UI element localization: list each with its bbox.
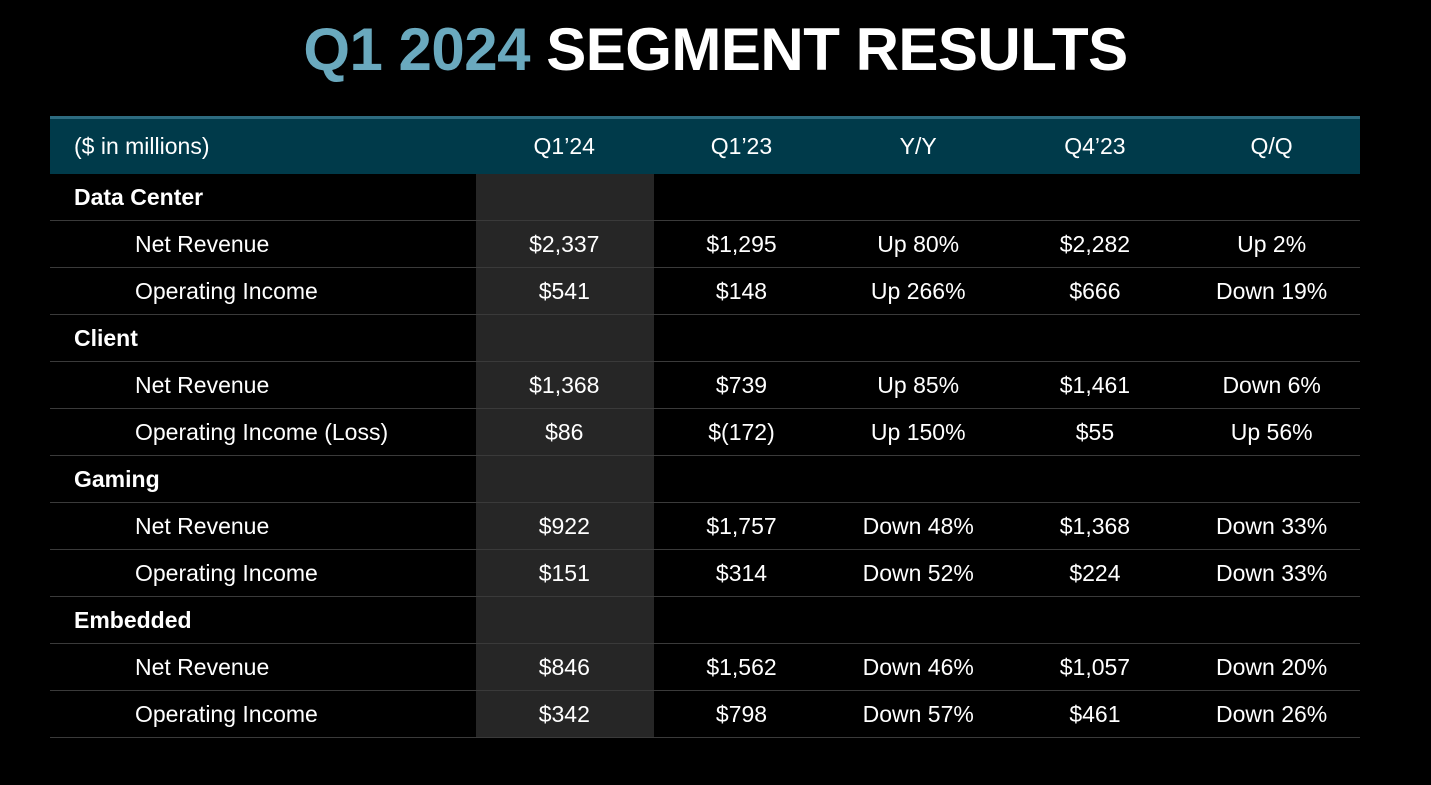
value-yy: Down 52% <box>862 559 974 586</box>
value-q1-23: $314 <box>715 559 768 586</box>
value-yy: Up 150% <box>870 418 966 445</box>
table-header-row: ($ in millions) Q1’24 Q1’23 Y/Y Q4’23 Q/… <box>50 116 1360 174</box>
metric-label: Net Revenue <box>135 371 270 398</box>
value-q1-23: $148 <box>715 277 768 304</box>
value-qq: Down 19% <box>1216 277 1328 304</box>
segment-name: Embedded <box>74 606 192 633</box>
value-q4-23: $2,282 <box>1059 230 1131 257</box>
value-q4-23: $1,368 <box>1059 512 1131 539</box>
metric-label: Operating Income <box>135 700 318 727</box>
value-q1-24: $342 <box>538 700 590 727</box>
segment-row-embedded: Embedded <box>50 597 1360 644</box>
page-title: Q1 2024 SEGMENT RESULTS <box>0 14 1431 86</box>
value-q1-23: $739 <box>715 371 768 398</box>
table-row: Operating Income $151 $314 Down 52% $224… <box>50 550 1360 597</box>
table-row: Net Revenue $1,368 $739 Up 85% $1,461 Do… <box>50 362 1360 409</box>
value-q1-24: $2,337 <box>529 230 600 257</box>
value-yy: Up 80% <box>877 230 960 257</box>
value-q1-24: $86 <box>545 418 584 445</box>
segment-row-gaming: Gaming <box>50 456 1360 503</box>
segment-name: Data Center <box>74 183 204 210</box>
value-q1-23: $1,757 <box>706 512 777 539</box>
value-yy: Down 57% <box>862 700 974 727</box>
current-quarter-column-highlight <box>476 174 654 738</box>
value-q1-24: $846 <box>538 653 590 680</box>
value-qq: Up 2% <box>1237 230 1307 257</box>
value-yy: Down 46% <box>862 653 974 680</box>
value-q1-24: $151 <box>538 559 590 586</box>
value-q4-23: $666 <box>1069 277 1121 304</box>
value-q4-23: $461 <box>1069 700 1121 727</box>
segment-results-table: ($ in millions) Q1’24 Q1’23 Y/Y Q4’23 Q/… <box>50 116 1360 738</box>
value-qq: Up 56% <box>1230 418 1313 445</box>
metric-label: Operating Income <box>135 277 318 304</box>
header-qq: Q/Q <box>1250 133 1293 159</box>
header-q4-23: Q4’23 <box>1064 133 1126 159</box>
value-q1-23: $1,295 <box>706 230 777 257</box>
title-rest: SEGMENT RESULTS <box>546 16 1128 83</box>
value-q1-23: $1,562 <box>706 653 777 680</box>
value-q4-23: $224 <box>1069 559 1121 586</box>
value-q1-24: $922 <box>538 512 590 539</box>
metric-label: Operating Income <box>135 559 318 586</box>
value-yy: Up 85% <box>877 371 960 398</box>
table-row: Net Revenue $2,337 $1,295 Up 80% $2,282 … <box>50 221 1360 268</box>
metric-label: Net Revenue <box>135 653 270 680</box>
value-q4-23: $55 <box>1075 418 1115 445</box>
value-q1-23: $798 <box>715 700 768 727</box>
header-yy: Y/Y <box>899 133 937 159</box>
segment-name: Gaming <box>74 465 160 492</box>
value-q4-23: $1,461 <box>1059 371 1131 398</box>
value-q1-24: $541 <box>538 277 590 304</box>
value-yy: Down 48% <box>862 512 974 539</box>
header-units: ($ in millions) <box>74 133 210 159</box>
table-row: Operating Income (Loss) $86 $(172) Up 15… <box>50 409 1360 456</box>
segment-name: Client <box>74 324 138 351</box>
metric-label: Operating Income (Loss) <box>135 418 389 445</box>
segment-row-data-center: Data Center <box>50 174 1360 221</box>
metric-label: Net Revenue <box>135 512 270 539</box>
value-qq: Down 20% <box>1216 653 1328 680</box>
value-q1-23: $(172) <box>708 418 775 445</box>
value-yy: Up 266% <box>870 277 966 304</box>
header-q1-23: Q1’23 <box>710 133 773 159</box>
value-qq: Down 33% <box>1216 559 1328 586</box>
value-qq: Down 26% <box>1216 700 1328 727</box>
header-q1-24: Q1’24 <box>533 133 595 159</box>
table-row: Operating Income $342 $798 Down 57% $461… <box>50 691 1360 738</box>
value-q4-23: $1,057 <box>1059 653 1131 680</box>
value-qq: Down 6% <box>1222 371 1321 398</box>
metric-label: Net Revenue <box>135 230 270 257</box>
title-accent: Q1 2024 <box>303 16 531 83</box>
table-row: Net Revenue $846 $1,562 Down 46% $1,057 … <box>50 644 1360 691</box>
table-row: Net Revenue $922 $1,757 Down 48% $1,368 … <box>50 503 1360 550</box>
table-row: Operating Income $541 $148 Up 266% $666 … <box>50 268 1360 315</box>
segment-row-client: Client <box>50 315 1360 362</box>
value-q1-24: $1,368 <box>529 371 600 398</box>
value-qq: Down 33% <box>1216 512 1328 539</box>
